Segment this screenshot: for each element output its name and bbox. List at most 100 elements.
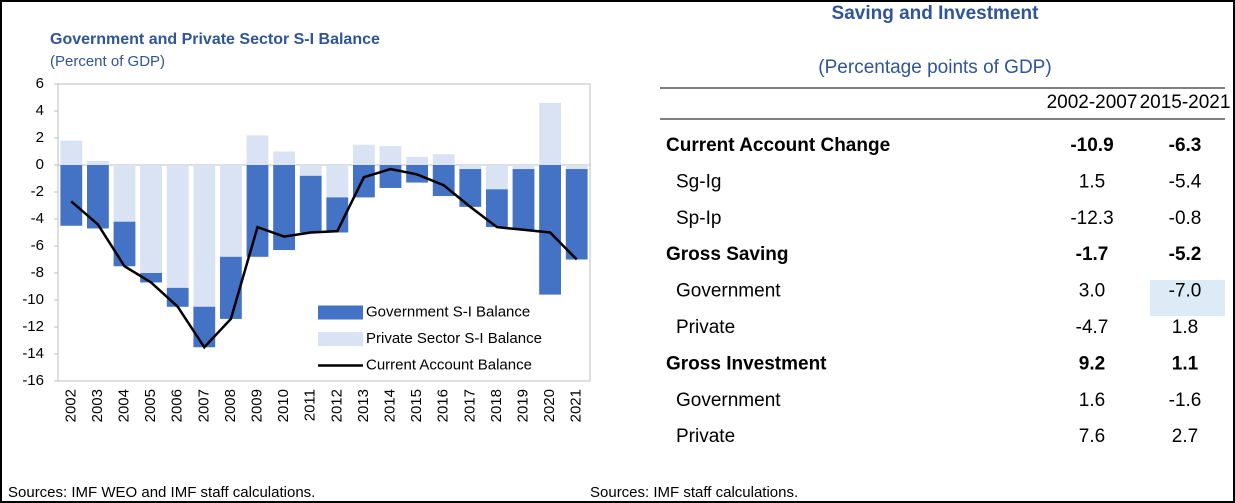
x-tick-label: 2002 [62,389,79,422]
bar [140,165,163,273]
bar [512,169,535,230]
cell: -0.8 [1169,208,1202,229]
bar [193,165,216,307]
row-label: Sp-Ip [676,208,721,229]
table-source: Sources: IMF staff calculations. [590,484,798,501]
cell: 7.6 [1079,426,1105,447]
bar [539,165,562,295]
legend-label: Government S-I Balance [366,303,530,320]
legend-swatch [318,332,363,346]
y-tick-label: -16 [22,372,44,389]
bar [512,165,535,170]
y-tick-label: 0 [36,156,44,173]
x-tick-label: 2009 [248,389,265,422]
cell: -5.2 [1169,244,1202,265]
bar [352,144,375,165]
x-tick-label: 2012 [328,389,345,422]
cell: 2.7 [1172,426,1198,447]
x-tick-label: 2021 [568,389,585,422]
bar [326,165,349,198]
y-tick-label: -10 [22,291,44,308]
row-label: Private [676,317,735,338]
row-label: Private [676,426,735,447]
x-tick-label: 2005 [142,389,159,422]
legend-label: Current Account Balance [366,356,532,373]
x-tick-label: 2004 [115,389,132,422]
cell: 1.1 [1172,353,1199,374]
column-header: 2015-2021 [1140,92,1231,113]
cell: -12.3 [1070,208,1113,229]
x-tick-label: 2006 [169,389,186,422]
y-tick-label: 6 [36,75,44,92]
bar [379,146,402,165]
y-tick-label: -14 [22,345,44,362]
x-tick-label: 2018 [488,389,505,422]
bar [459,169,482,207]
cell: -1.6 [1169,390,1202,411]
bar [113,165,136,222]
bar [140,273,163,283]
legend-label: Private Sector S-I Balance [366,330,542,347]
bar [273,151,296,165]
y-tick-label: -8 [31,264,44,281]
bar [166,287,189,307]
bar [113,221,136,267]
bar [432,154,455,165]
bar [485,165,508,190]
table-title: Saving and Investment [832,3,1040,24]
chart-title: Government and Private Sector S-I Balanc… [50,31,380,48]
cell: 1.8 [1172,317,1198,338]
y-tick-label: 2 [36,129,44,146]
row-label: Government [676,281,781,302]
row-label: Current Account Change [666,135,890,156]
bar [326,197,349,233]
chart-source: Sources: IMF WEO and IMF staff calculati… [8,484,315,501]
bar [246,135,269,165]
bar [485,189,508,228]
bar [459,165,482,170]
cell: -10.9 [1070,135,1113,156]
x-tick-label: 2017 [461,389,478,422]
table-subtitle: (Percentage points of GDP) [818,57,1051,78]
row-label: Government [676,390,781,411]
cell: 3.0 [1079,281,1105,302]
bar [60,165,83,226]
bar [273,165,296,251]
x-tick-label: 2003 [89,389,106,422]
bar [193,306,216,348]
bar [246,165,269,257]
x-tick-label: 2008 [222,389,239,422]
y-tick-label: -2 [31,183,44,200]
bar [219,165,242,257]
x-tick-label: 2007 [195,389,212,422]
x-tick-label: 2020 [541,389,558,422]
row-label: Sg-Ig [676,171,721,192]
chart-subtitle: (Percent of GDP) [50,53,165,70]
bar [219,256,242,319]
x-tick-label: 2013 [355,389,372,422]
x-tick-label: 2015 [408,389,425,422]
x-tick-label: 2011 [302,389,319,421]
bar [299,175,322,233]
legend-swatch [318,305,363,320]
bar [565,165,588,170]
bar [86,160,109,165]
line [70,167,578,350]
cell: -4.7 [1076,317,1109,338]
row-label: Gross Investment [666,353,827,374]
x-tick-label: 2016 [435,389,452,422]
cell: -1.7 [1076,244,1109,265]
row-label: Gross Saving [666,244,789,265]
bar [299,165,322,176]
bar [539,102,562,165]
cell: -7.0 [1169,281,1202,302]
cell: -5.4 [1169,171,1202,192]
y-tick-label: 4 [36,102,44,119]
bar [406,156,429,165]
bar [60,140,83,165]
x-tick-label: 2014 [381,389,398,422]
bar [565,169,588,260]
cell: 1.5 [1079,171,1105,192]
plot-area [57,83,591,382]
